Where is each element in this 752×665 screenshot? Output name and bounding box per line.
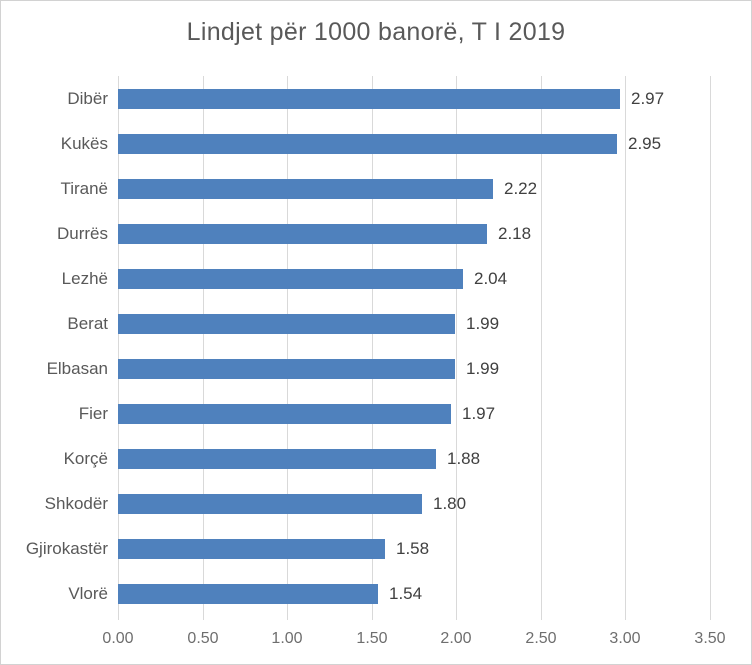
value-label: 1.80	[433, 494, 467, 513]
category-label: Durrës	[56, 224, 108, 243]
x-axis-tick-label: 3.00	[609, 630, 641, 647]
category-label: Korçë	[63, 449, 108, 468]
category-label: Tiranë	[60, 179, 108, 198]
x-axis-tick-label: 1.50	[356, 630, 388, 647]
x-axis-tick-label: 0.50	[187, 630, 219, 647]
gridline	[541, 76, 542, 620]
category-label: Kukës	[60, 134, 108, 153]
category-label: Gjirokastër	[25, 539, 108, 558]
bar	[118, 89, 620, 109]
category-label: Shkodër	[44, 494, 108, 513]
x-axis-tick-label: 3.50	[694, 630, 726, 647]
bar	[118, 404, 451, 424]
value-label: 2.97	[631, 89, 665, 108]
gridline	[118, 76, 119, 620]
chart-title: Lindjet për 1000 banorë, T I 2019	[186, 18, 566, 46]
x-axis-tick-label: 2.00	[440, 630, 472, 647]
value-label: 1.54	[389, 584, 423, 603]
value-label: 2.04	[474, 269, 508, 288]
gridline	[456, 76, 457, 620]
category-label: Fier	[78, 404, 108, 423]
bar	[118, 539, 385, 559]
bar	[118, 314, 455, 334]
value-label: 2.95	[628, 134, 662, 153]
value-label: 1.99	[466, 359, 500, 378]
category-label: Lezhë	[61, 269, 108, 288]
bar	[118, 449, 436, 469]
gridline	[372, 76, 373, 620]
category-label: Dibër	[67, 89, 108, 108]
bar	[118, 179, 493, 199]
value-label: 1.97	[462, 404, 496, 423]
bar	[118, 494, 422, 514]
gridline	[625, 76, 626, 620]
bar	[118, 224, 487, 244]
gridline	[287, 76, 288, 620]
category-label: Vlorë	[68, 584, 108, 603]
value-label: 1.58	[396, 539, 430, 558]
x-axis-tick-label: 1.00	[271, 630, 303, 647]
gridline	[203, 76, 204, 620]
bar	[118, 584, 378, 604]
category-label: Berat	[67, 314, 108, 333]
plot-area	[118, 76, 710, 616]
bar	[118, 269, 463, 289]
x-axis-tick-label: 0.00	[102, 630, 134, 647]
x-axis-tick-label: 2.50	[525, 630, 557, 647]
value-label: 2.18	[498, 224, 532, 243]
bar	[118, 359, 455, 379]
category-label: Elbasan	[46, 359, 108, 378]
value-label: 1.88	[447, 449, 481, 468]
gridline	[710, 76, 711, 620]
value-label: 1.99	[466, 314, 500, 333]
value-label: 2.22	[504, 179, 538, 198]
bar	[118, 134, 617, 154]
